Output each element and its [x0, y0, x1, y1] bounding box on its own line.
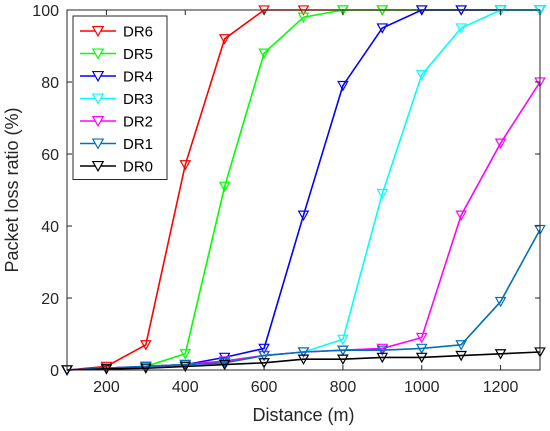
legend-label-dr1: DR1	[123, 136, 153, 153]
data-point-dr2	[218, 356, 231, 367]
legend-label-dr3: DR3	[123, 91, 153, 108]
legend-marker-dr4	[91, 70, 105, 83]
data-point-dr4	[297, 210, 310, 221]
data-point-dr0	[140, 363, 152, 374]
legend-marker-dr5	[91, 48, 105, 60]
data-point-dr3	[455, 23, 467, 34]
series-line-dr0	[66, 351, 541, 371]
y-tick-label: 100	[32, 3, 59, 20]
data-point-dr2	[415, 332, 428, 344]
data-point-dr1	[258, 350, 270, 362]
x-tick-label: 600	[251, 379, 278, 396]
data-point-dr6	[179, 160, 192, 171]
data-point-dr0	[218, 359, 231, 371]
x-tick-label: 200	[93, 379, 120, 396]
data-point-dr1	[218, 358, 231, 369]
data-point-dr1	[494, 296, 507, 308]
data-point-dr5	[258, 48, 270, 59]
data-point-dr0	[455, 350, 467, 362]
y-tick-label: 80	[41, 75, 59, 92]
data-point-dr3	[415, 70, 428, 81]
x-tick-label: 1200	[483, 379, 519, 396]
series-dr1	[61, 224, 546, 376]
data-point-dr6	[140, 340, 152, 351]
ticks-layer: 200 400 600 800 1000 1200 0 20 40 60 80 100	[32, 3, 540, 396]
data-point-dr4	[337, 80, 349, 92]
legend-label-dr4: DR4	[123, 69, 153, 86]
data-point-dr0	[494, 349, 507, 360]
data-point-dr1	[179, 359, 192, 371]
legend-marker-dr2	[91, 115, 105, 128]
legend-label-dr2: DR2	[123, 114, 153, 131]
x-tick-label: 800	[330, 379, 357, 396]
legend-marker-dr3	[91, 93, 105, 105]
y-tick-label: 20	[41, 291, 59, 308]
data-point-dr4	[258, 343, 270, 355]
data-point-dr5	[297, 12, 310, 23]
legend-marker-dr1	[91, 138, 105, 150]
data-point-dr2	[455, 210, 467, 221]
data-point-dr1	[455, 340, 467, 351]
data-point-dr6	[100, 361, 113, 373]
data-point-dr1	[376, 345, 389, 356]
legend: DR6 DR5 DR4 DR3 DR2 DR1 DR0	[72, 15, 168, 180]
data-point-dr1	[140, 361, 152, 373]
data-point-dr1	[297, 347, 310, 358]
data-point-dr0	[179, 361, 192, 373]
data-point-dr0	[100, 364, 113, 375]
legend-marker-dr6	[91, 25, 105, 38]
data-point-dr3	[337, 334, 349, 346]
x-axis-label: Distance (m)	[252, 405, 354, 425]
data-point-dr4	[376, 23, 389, 34]
data-point-dr2	[376, 343, 389, 355]
legend-marker-dr0	[91, 160, 105, 173]
data-point-dr5	[179, 349, 192, 360]
data-point-dr1	[415, 343, 428, 355]
data-point-dr0	[258, 358, 270, 369]
y-axis-label: Packet loss ratio (%)	[2, 107, 22, 272]
data-point-dr3	[376, 188, 389, 200]
data-point-dr0	[297, 354, 310, 365]
y-tick-label: 40	[41, 219, 59, 236]
y-tick-label: 0	[50, 363, 59, 380]
series-dr0	[61, 347, 546, 376]
data-point-dr6	[218, 34, 231, 45]
data-point-dr0	[376, 352, 389, 364]
data-point-dr2	[494, 138, 507, 149]
legend-label-dr6: DR6	[123, 24, 153, 41]
legend-label-dr0: DR0	[123, 159, 153, 176]
data-point-dr1	[337, 345, 349, 356]
series-line-dr1	[66, 229, 541, 371]
y-tick-label: 60	[41, 147, 59, 164]
data-point-dr4	[218, 352, 231, 364]
legend-label-dr5: DR5	[123, 46, 153, 63]
x-tick-label: 1000	[404, 379, 440, 396]
x-tick-label: 400	[172, 379, 199, 396]
data-point-dr5	[218, 181, 231, 193]
data-point-dr0	[415, 352, 428, 364]
data-point-dr0	[337, 354, 349, 365]
plot-area-frame	[66, 9, 541, 371]
